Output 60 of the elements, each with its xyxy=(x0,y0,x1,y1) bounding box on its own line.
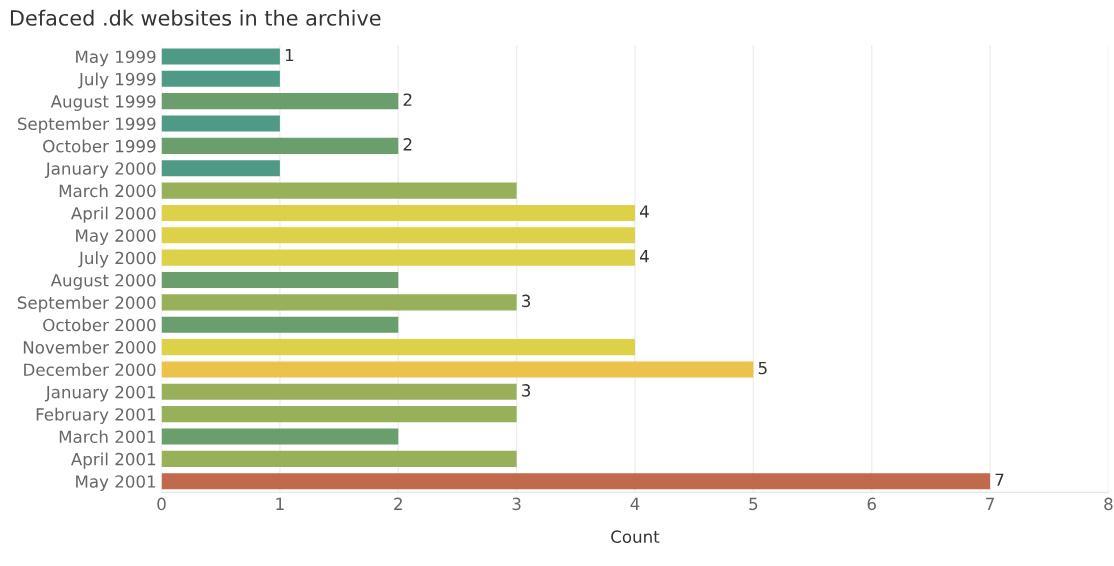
bar xyxy=(161,339,635,356)
y-tick-label: January 2000 xyxy=(44,162,156,179)
y-tick-label: October 1999 xyxy=(43,139,156,153)
data-label: 2 xyxy=(403,138,412,151)
y-tick-label: July 2000 xyxy=(78,251,156,268)
y-tick-label: July 1999 xyxy=(78,72,156,89)
bar xyxy=(161,249,635,266)
bar xyxy=(161,361,754,378)
bar xyxy=(161,383,517,400)
bar xyxy=(161,137,399,154)
x-tick-label: 4 xyxy=(630,497,640,510)
data-label: 3 xyxy=(522,384,531,397)
data-label: 2 xyxy=(403,93,412,106)
bar xyxy=(161,115,280,132)
x-tick-label: 6 xyxy=(867,497,876,511)
x-tick-label: 0 xyxy=(157,497,166,511)
bar xyxy=(161,450,517,467)
y-tick-label: April 2001 xyxy=(70,452,156,469)
x-tick-label: 2 xyxy=(394,497,402,510)
y-tick-label: May 2001 xyxy=(76,475,156,492)
bar xyxy=(161,227,635,244)
x-tick-label: 8 xyxy=(1104,497,1113,511)
x-tick-label: 7 xyxy=(986,497,994,510)
y-tick-label: December 2000 xyxy=(24,363,156,377)
bar xyxy=(161,204,635,222)
data-label: 3 xyxy=(522,294,531,308)
x-tick-label: 1 xyxy=(276,497,284,510)
bar xyxy=(161,406,517,423)
bar xyxy=(161,316,399,333)
bar xyxy=(161,473,991,490)
y-tick-label: August 2000 xyxy=(50,273,156,290)
data-label: 4 xyxy=(639,205,649,218)
data-label: 7 xyxy=(995,473,1004,486)
data-label: 4 xyxy=(639,250,649,263)
bar xyxy=(161,48,280,65)
y-tick-label: August 1999 xyxy=(50,95,156,111)
bar xyxy=(161,70,280,87)
y-tick-label: January 2001 xyxy=(44,385,156,402)
y-tick-label: April 2000 xyxy=(70,206,156,223)
chart-title: Defaced .dk websites in the archive xyxy=(10,9,381,26)
y-tick-label: May 1999 xyxy=(76,50,156,67)
x-tick-label: 5 xyxy=(749,497,758,511)
bar xyxy=(161,428,399,445)
y-tick-label: May 2000 xyxy=(76,229,156,246)
y-tick-label: March 2000 xyxy=(59,184,156,198)
bar xyxy=(161,294,517,311)
data-label: 1 xyxy=(285,48,294,62)
x-axis-title: Count xyxy=(611,530,660,543)
bar xyxy=(161,271,399,289)
bar xyxy=(161,160,280,177)
bar xyxy=(161,93,399,110)
y-tick-label: October 2000 xyxy=(43,318,156,332)
y-tick-label: March 2001 xyxy=(59,430,156,444)
y-tick-label: November 2000 xyxy=(23,340,156,354)
y-tick-label: September 2000 xyxy=(17,296,156,313)
x-tick-label: 3 xyxy=(512,497,521,511)
y-tick-label: February 2001 xyxy=(36,407,156,424)
data-label: 5 xyxy=(758,361,767,375)
bar xyxy=(161,182,517,199)
y-tick-label: September 1999 xyxy=(17,117,156,134)
